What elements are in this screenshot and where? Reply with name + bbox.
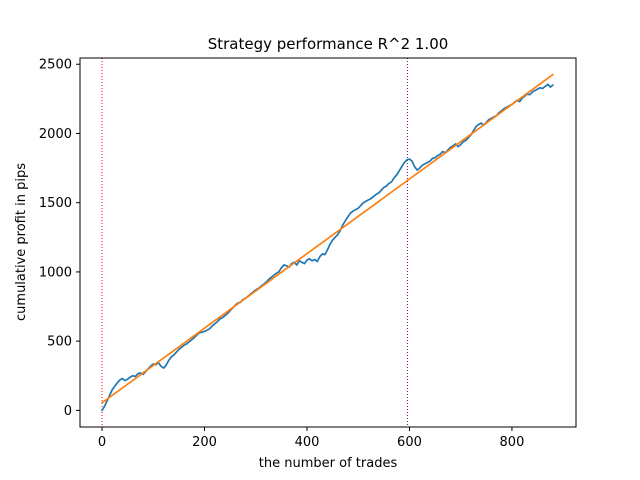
y-tick-label: 0: [64, 404, 72, 419]
chart-title: Strategy performance R^2 1.00: [208, 35, 449, 53]
y-axis-label: cumulative profit in pips: [14, 163, 29, 321]
x-axis-ticks: 0 200 400 600 800: [98, 427, 524, 450]
y-tick-label: 1500: [39, 196, 72, 211]
y-tick-label: 2500: [39, 58, 72, 73]
x-tick-label: 0: [98, 435, 106, 450]
y-tick-label: 2000: [39, 127, 72, 142]
y-axis-ticks: 0 500 1000 1500 2000 2500: [39, 58, 80, 419]
data-series: [101, 73, 554, 412]
x-tick-label: 400: [295, 435, 320, 450]
x-tick-label: 600: [397, 435, 422, 450]
series-line-2: [101, 73, 554, 404]
x-tick-label: 200: [192, 435, 217, 450]
series-line-1: [101, 83, 554, 412]
y-tick-label: 1000: [39, 265, 72, 280]
plot-frame: [79, 57, 577, 428]
plot-area: [80, 58, 576, 427]
y-tick-label: 500: [47, 335, 72, 350]
x-axis-label: the number of trades: [259, 456, 398, 471]
x-tick-label: 800: [500, 435, 525, 450]
